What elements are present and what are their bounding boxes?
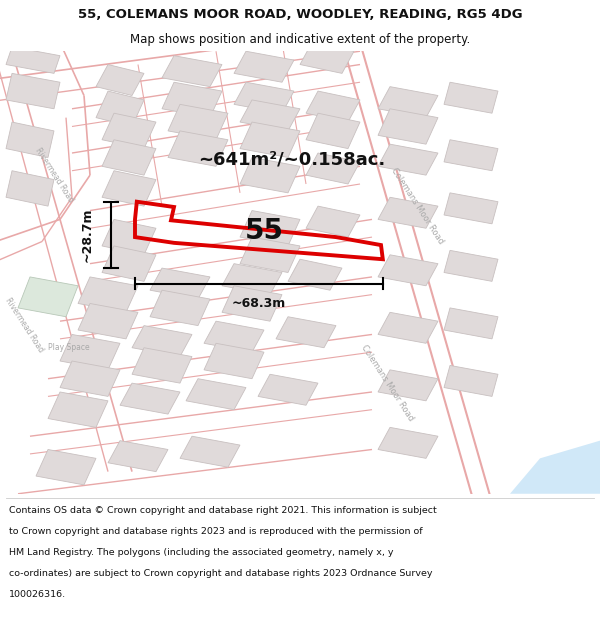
Polygon shape [444, 193, 498, 224]
Polygon shape [6, 122, 54, 158]
Polygon shape [48, 392, 108, 428]
Polygon shape [378, 312, 438, 343]
Text: Rivermead Road: Rivermead Road [3, 297, 45, 354]
Polygon shape [204, 343, 264, 379]
Polygon shape [444, 82, 498, 113]
Polygon shape [102, 140, 156, 175]
Polygon shape [444, 251, 498, 281]
Polygon shape [288, 259, 342, 290]
Text: Contains OS data © Crown copyright and database right 2021. This information is : Contains OS data © Crown copyright and d… [9, 506, 437, 514]
Polygon shape [378, 255, 438, 286]
Text: Colemans Moor Road: Colemans Moor Road [359, 343, 415, 423]
Polygon shape [306, 206, 360, 237]
Polygon shape [378, 144, 438, 175]
Polygon shape [444, 308, 498, 339]
Polygon shape [444, 366, 498, 396]
Polygon shape [240, 122, 300, 158]
Text: 55, COLEMANS MOOR ROAD, WOODLEY, READING, RG5 4DG: 55, COLEMANS MOOR ROAD, WOODLEY, READING… [77, 8, 523, 21]
Polygon shape [6, 47, 60, 73]
Polygon shape [240, 100, 300, 131]
Text: Play Space: Play Space [48, 343, 89, 352]
Polygon shape [162, 82, 222, 118]
Polygon shape [108, 441, 168, 472]
Polygon shape [60, 361, 120, 396]
Text: Colemans Moor Road: Colemans Moor Road [389, 166, 445, 246]
Text: to Crown copyright and database rights 2023 and is reproduced with the permissio: to Crown copyright and database rights 2… [9, 526, 422, 536]
Text: 100026316.: 100026316. [9, 589, 66, 599]
Polygon shape [186, 379, 246, 409]
Polygon shape [258, 374, 318, 405]
Polygon shape [102, 171, 156, 206]
Polygon shape [234, 51, 294, 82]
Polygon shape [102, 113, 156, 149]
Text: Rivermead Road: Rivermead Road [33, 146, 75, 204]
Polygon shape [378, 370, 438, 401]
Polygon shape [78, 304, 138, 339]
Polygon shape [120, 383, 180, 414]
Text: Map shows position and indicative extent of the property.: Map shows position and indicative extent… [130, 34, 470, 46]
Polygon shape [204, 321, 264, 352]
Text: co-ordinates) are subject to Crown copyright and database rights 2023 Ordnance S: co-ordinates) are subject to Crown copyr… [9, 569, 433, 578]
Polygon shape [18, 277, 78, 317]
Polygon shape [150, 290, 210, 326]
Text: ~641m²/~0.158ac.: ~641m²/~0.158ac. [198, 151, 385, 169]
Polygon shape [300, 42, 354, 73]
Polygon shape [444, 140, 498, 171]
Polygon shape [102, 219, 156, 255]
Text: ~68.3m: ~68.3m [232, 297, 286, 310]
Polygon shape [150, 268, 210, 299]
Polygon shape [78, 277, 138, 312]
Polygon shape [306, 153, 360, 184]
Polygon shape [378, 87, 438, 118]
Polygon shape [132, 348, 192, 383]
Polygon shape [222, 286, 282, 321]
Polygon shape [162, 56, 222, 87]
Polygon shape [240, 211, 300, 246]
Polygon shape [378, 198, 438, 228]
Polygon shape [222, 264, 282, 294]
Polygon shape [378, 109, 438, 144]
Polygon shape [36, 449, 96, 485]
Text: ~28.7m: ~28.7m [80, 208, 94, 262]
Polygon shape [168, 104, 228, 140]
Polygon shape [132, 326, 192, 357]
Polygon shape [102, 246, 156, 281]
Polygon shape [234, 82, 294, 113]
Polygon shape [306, 113, 360, 149]
Polygon shape [96, 91, 144, 126]
Polygon shape [378, 428, 438, 458]
Text: HM Land Registry. The polygons (including the associated geometry, namely x, y: HM Land Registry. The polygons (includin… [9, 548, 394, 556]
Polygon shape [168, 131, 228, 166]
Polygon shape [276, 317, 336, 348]
Polygon shape [6, 73, 60, 109]
Polygon shape [180, 436, 240, 468]
Polygon shape [6, 171, 54, 206]
Polygon shape [96, 64, 144, 96]
Polygon shape [240, 237, 300, 272]
Text: 55: 55 [245, 217, 284, 246]
Polygon shape [240, 158, 300, 193]
Polygon shape [510, 441, 600, 494]
Polygon shape [306, 91, 360, 122]
Polygon shape [60, 334, 120, 370]
